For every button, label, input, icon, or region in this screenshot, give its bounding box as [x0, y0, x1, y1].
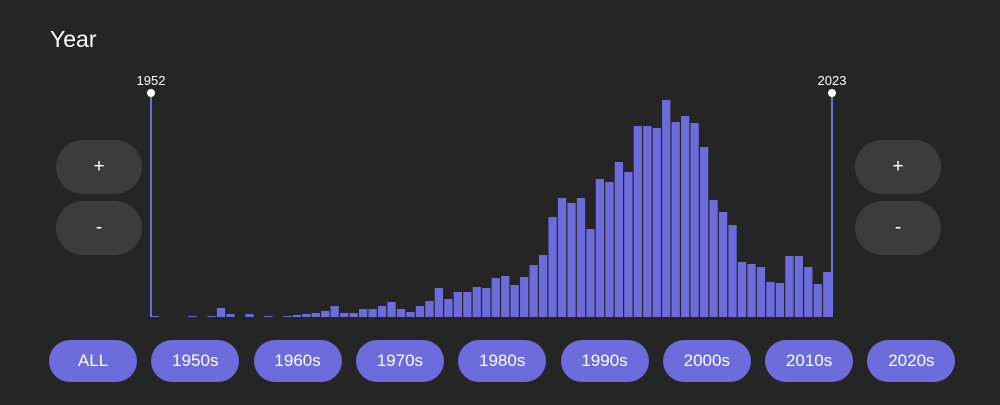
- bar: [377, 306, 387, 317]
- range-handle: [147, 89, 155, 97]
- bar: [756, 267, 766, 317]
- decade-button[interactable]: 2000s: [662, 340, 751, 382]
- bar: [775, 283, 785, 317]
- zoom-out-right[interactable]: -: [855, 201, 941, 255]
- range-handle-label: 1952: [137, 73, 166, 88]
- bar: [614, 162, 624, 317]
- bar: [453, 292, 462, 317]
- bar: [491, 278, 500, 317]
- bar: [510, 285, 519, 317]
- bar: [415, 306, 425, 317]
- bar: [718, 212, 728, 317]
- bar: [283, 316, 292, 317]
- bar: [368, 309, 377, 317]
- bar: [520, 277, 529, 317]
- bar: [595, 179, 605, 317]
- bar: [330, 306, 339, 317]
- zoom-in-right[interactable]: +: [855, 140, 941, 194]
- bar: [302, 314, 311, 317]
- bar: [690, 123, 699, 317]
- decade-button[interactable]: 1960s: [253, 340, 342, 382]
- bar: [425, 301, 434, 317]
- bar: [548, 217, 557, 317]
- bar: [576, 198, 586, 317]
- bar: [652, 128, 661, 317]
- zoom-out-left[interactable]: -: [56, 201, 142, 255]
- bar: [434, 288, 444, 317]
- bar: [605, 182, 614, 317]
- zoom-in-left[interactable]: +: [56, 140, 142, 194]
- bar: [823, 272, 832, 317]
- bar: [226, 314, 235, 317]
- decade-button[interactable]: 2020s: [867, 340, 956, 382]
- bar: [482, 288, 491, 317]
- bar: [804, 267, 813, 317]
- bar: [586, 229, 595, 317]
- bar: [406, 312, 415, 317]
- bar: [624, 172, 633, 317]
- bar: [747, 264, 756, 317]
- bar: [671, 122, 680, 317]
- bar: [501, 276, 510, 317]
- bar: [358, 309, 368, 317]
- decade-button[interactable]: 1970s: [355, 340, 444, 382]
- bar: [785, 256, 794, 317]
- bar: [699, 147, 709, 317]
- bar: [216, 308, 226, 317]
- bar: [662, 100, 671, 317]
- bar: [349, 313, 358, 317]
- range-handle: [828, 89, 836, 97]
- decade-button[interactable]: 2010s: [765, 340, 854, 382]
- bar: [311, 313, 320, 317]
- bar: [529, 265, 538, 317]
- bar: [472, 287, 481, 317]
- bar: [633, 126, 642, 317]
- bar: [643, 126, 652, 317]
- bar: [709, 200, 718, 317]
- bar: [567, 203, 576, 317]
- decade-button[interactable]: 1950s: [151, 340, 240, 382]
- bar: [728, 225, 737, 317]
- decade-button[interactable]: ALL: [49, 340, 137, 382]
- bar: [340, 313, 349, 317]
- title: Year: [50, 26, 97, 52]
- bar: [292, 315, 301, 317]
- bar: [737, 262, 747, 317]
- bar: [188, 316, 197, 317]
- bar: [264, 316, 273, 317]
- decade-button[interactable]: 1980s: [458, 340, 547, 382]
- bar: [766, 282, 775, 317]
- bar: [463, 292, 472, 317]
- bar: [321, 311, 330, 317]
- bar: [538, 255, 548, 317]
- decade-button[interactable]: 1990s: [560, 340, 649, 382]
- bar: [794, 256, 803, 317]
- bar: [245, 314, 254, 317]
- bar: [813, 284, 822, 317]
- range-handle-label: 2023: [818, 73, 847, 88]
- bar: [387, 302, 396, 317]
- bar: [444, 299, 453, 317]
- bar: [150, 316, 159, 317]
- bar: [207, 316, 216, 317]
- bar: [681, 116, 690, 317]
- bar: [557, 198, 567, 317]
- bar: [396, 309, 406, 317]
